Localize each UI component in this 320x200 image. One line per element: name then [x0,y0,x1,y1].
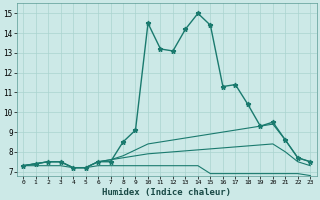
X-axis label: Humidex (Indice chaleur): Humidex (Indice chaleur) [102,188,231,197]
